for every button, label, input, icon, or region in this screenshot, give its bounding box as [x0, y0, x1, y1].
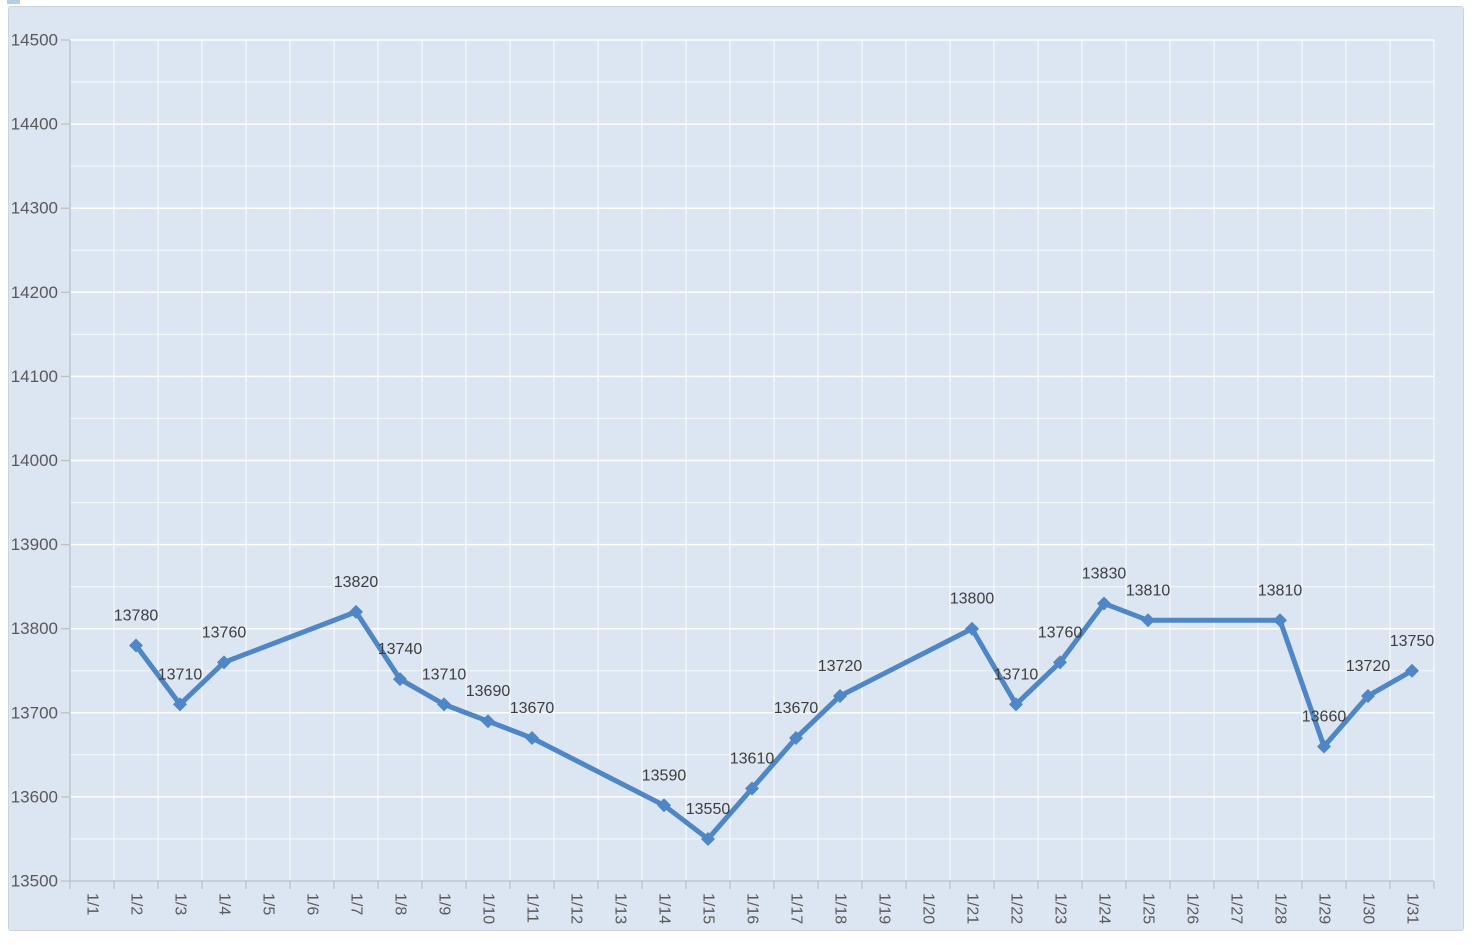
data-point-label: 13710 [158, 666, 203, 683]
y-axis-tick-label: 14000 [11, 451, 58, 470]
data-point-marker[interactable] [349, 604, 363, 619]
data-point-marker[interactable] [1097, 596, 1111, 611]
data-point-marker[interactable] [1405, 663, 1419, 678]
x-axis-tick-label: 1/16 [744, 893, 761, 924]
y-axis-tick-label: 14400 [11, 115, 58, 134]
data-point-label: 13760 [1038, 624, 1083, 641]
x-axis-tick-label: 1/15 [700, 893, 717, 924]
y-axis-tick-label: 14500 [11, 31, 58, 50]
data-point-marker[interactable] [1141, 613, 1155, 628]
data-point-label: 13760 [202, 624, 247, 641]
data-point-label: 13810 [1258, 582, 1303, 599]
data-point-marker[interactable] [965, 621, 979, 636]
data-point-label: 13820 [334, 574, 379, 591]
data-point-label: 13720 [1346, 658, 1391, 675]
data-point-label: 13550 [686, 801, 731, 818]
y-axis-tick-label: 14100 [11, 367, 58, 386]
x-axis-tick-label: 1/14 [656, 893, 673, 924]
data-point-label: 13800 [950, 591, 995, 608]
series-markers [129, 596, 1419, 846]
x-axis-tick-label: 1/28 [1272, 893, 1289, 924]
data-point-marker[interactable] [1273, 613, 1287, 628]
x-axis-tick-label: 1/29 [1316, 893, 1333, 924]
data-point-label: 13690 [466, 683, 511, 700]
x-axis-tick-label: 1/19 [876, 893, 893, 924]
x-axis-tick-label: 1/27 [1228, 893, 1245, 924]
data-point-marker[interactable] [745, 781, 759, 796]
data-point-marker[interactable] [173, 697, 187, 712]
data-point-marker[interactable] [1053, 655, 1067, 670]
x-axis-tick-label: 1/3 [172, 893, 189, 915]
y-axis-tick-label: 13900 [11, 535, 58, 554]
data-point-marker[interactable] [393, 672, 407, 687]
line-chart-frame[interactable] [8, 6, 1464, 931]
y-axis-tick-label: 13500 [11, 872, 58, 891]
y-axis-tick-label: 13600 [11, 787, 58, 806]
x-axis-tick-label: 1/7 [348, 893, 365, 915]
data-point-marker[interactable] [657, 798, 671, 813]
x-axis-tick-label: 1/21 [964, 893, 981, 924]
x-axis-tick-label: 1/30 [1360, 893, 1377, 924]
y-axis-tick-label: 13800 [11, 619, 58, 638]
x-axis-tick-label: 1/1 [84, 893, 101, 915]
data-point-label: 13720 [818, 658, 863, 675]
series-data-labels: 1378013710137601382013740137101369013670… [114, 565, 1435, 817]
x-axis-tick-label: 1/9 [436, 893, 453, 915]
x-axis-tick-label: 1/2 [128, 893, 145, 915]
x-axis-tick-label: 1/31 [1404, 893, 1421, 924]
x-axis-tick-label: 1/26 [1184, 893, 1201, 924]
y-axis-tick-label: 14300 [11, 199, 58, 218]
data-point-marker[interactable] [701, 831, 715, 846]
data-point-label: 13780 [114, 608, 159, 625]
x-axis-tick-label: 1/11 [524, 893, 541, 923]
data-point-marker[interactable] [437, 697, 451, 712]
x-axis-tick-label: 1/25 [1140, 893, 1157, 924]
x-axis-tick-label: 1/4 [216, 893, 233, 915]
data-point-label: 13670 [774, 700, 819, 717]
data-point-marker[interactable] [789, 731, 803, 746]
data-point-label: 13750 [1390, 633, 1435, 650]
x-axis-tick-label: 1/22 [1008, 893, 1025, 924]
data-point-marker[interactable] [129, 638, 143, 653]
data-point-label: 13710 [422, 666, 467, 683]
x-axis-tick-label: 1/18 [832, 893, 849, 924]
data-point-label: 13660 [1302, 708, 1347, 725]
x-axis-tick-label: 1/5 [260, 893, 277, 915]
data-point-label: 13740 [378, 641, 423, 658]
data-point-label: 13670 [510, 700, 555, 717]
data-point-marker[interactable] [525, 731, 539, 746]
y-axis-tick-label: 14200 [11, 283, 58, 302]
x-axis-tick-label: 1/8 [392, 893, 409, 915]
x-axis-tick-label: 1/17 [788, 893, 805, 924]
series-line[interactable] [133, 600, 1415, 842]
data-point-marker[interactable] [833, 688, 847, 703]
y-axis-tick-label: 13700 [11, 703, 58, 722]
x-axis-tick-label: 1/12 [568, 893, 585, 924]
axes [61, 39, 1435, 889]
x-axis-tick-label: 1/10 [480, 893, 497, 924]
x-axis-tick-label: 1/20 [920, 893, 937, 924]
data-point-marker[interactable] [1361, 688, 1375, 703]
data-point-marker[interactable] [481, 714, 495, 729]
data-point-marker[interactable] [1317, 739, 1331, 754]
x-axis-tick-label: 1/24 [1096, 893, 1113, 924]
screen-edge-artifact [7, 0, 20, 4]
data-point-marker[interactable] [1009, 697, 1023, 712]
plot-gridlines [70, 39, 1435, 881]
data-point-label: 13610 [730, 750, 775, 767]
data-point-label: 13810 [1126, 582, 1171, 599]
x-axis-labels: 1/1 1/2 1/3 1/4 1/5 1/6 1/7 1/8 1/9 1/10 1/11 1/12 1… [84, 893, 1421, 924]
data-point-label: 13830 [1082, 565, 1127, 582]
x-axis-tick-label: 1/23 [1052, 893, 1069, 924]
data-point-label: 13710 [994, 666, 1039, 683]
data-point-label: 13590 [642, 767, 687, 784]
x-axis-tick-label: 1/6 [304, 893, 321, 915]
data-point-marker[interactable] [217, 655, 231, 670]
x-axis-tick-label: 1/13 [612, 893, 629, 924]
y-axis-labels: 14500 14400 14300 14200 14100 14000 13900 13800… [11, 31, 58, 891]
